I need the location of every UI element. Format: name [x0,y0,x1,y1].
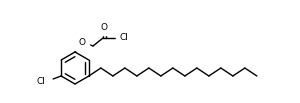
Text: O: O [79,37,86,46]
Text: Cl: Cl [120,33,129,43]
Text: O: O [101,22,108,32]
Text: Cl: Cl [36,77,45,85]
